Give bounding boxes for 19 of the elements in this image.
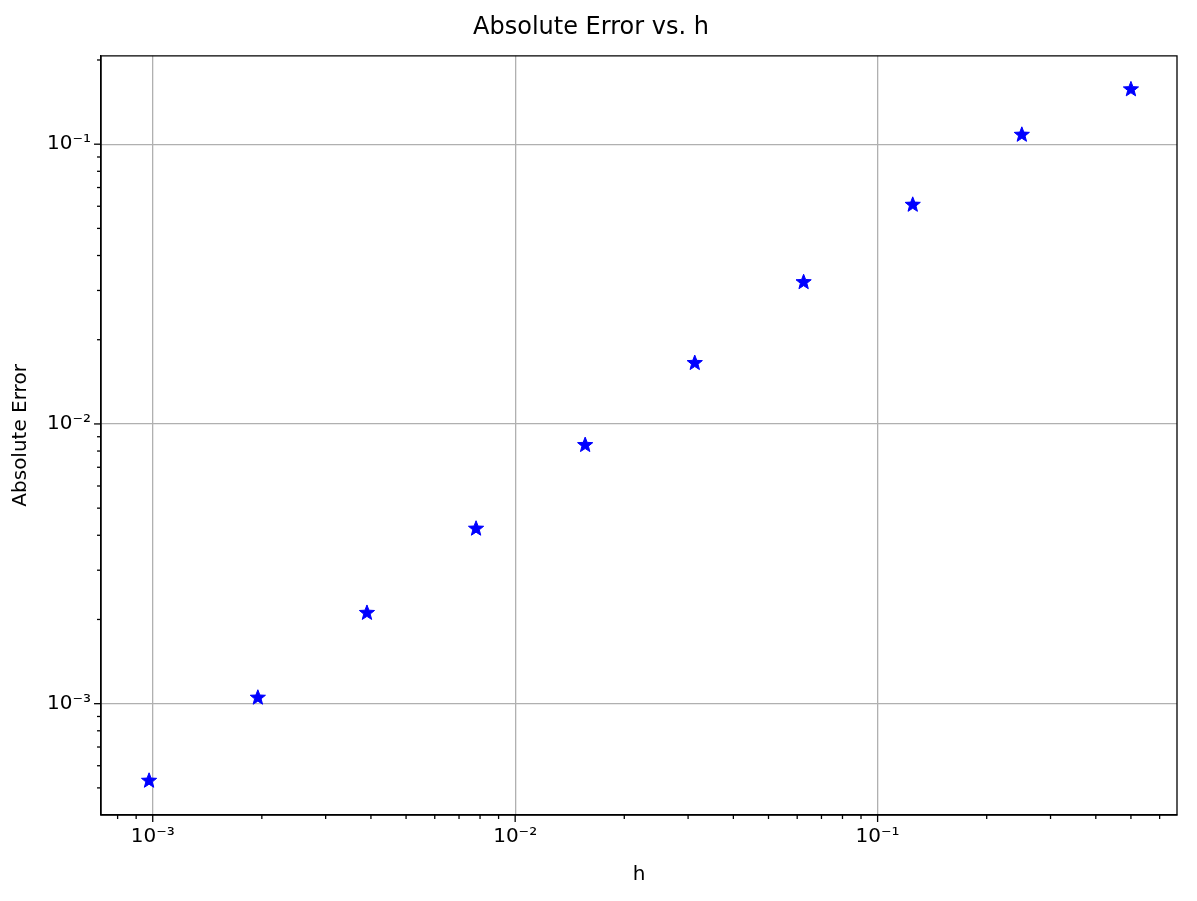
point: [577, 436, 594, 453]
point: [140, 772, 158, 788]
y-tick-label: 10⁻²: [46, 410, 92, 435]
point: [249, 689, 266, 705]
y-axis-title: Absolute Error: [7, 363, 32, 507]
point: [358, 604, 376, 620]
chart-title: Absolute Error vs. h: [473, 11, 709, 40]
point: [686, 354, 703, 371]
point: [795, 273, 812, 290]
x-tick-label: 10⁻³: [130, 823, 175, 848]
point: [904, 196, 921, 212]
y-tick-label: 10⁻¹: [46, 130, 92, 155]
point: [1013, 126, 1030, 142]
x-tick-label: 10⁻¹: [855, 823, 900, 848]
point: [467, 520, 485, 536]
x-tick-label: 10⁻²: [493, 823, 538, 848]
y-tick-label: 10⁻³: [46, 689, 92, 714]
point: [1122, 80, 1140, 97]
x-axis-title: h: [632, 861, 646, 886]
